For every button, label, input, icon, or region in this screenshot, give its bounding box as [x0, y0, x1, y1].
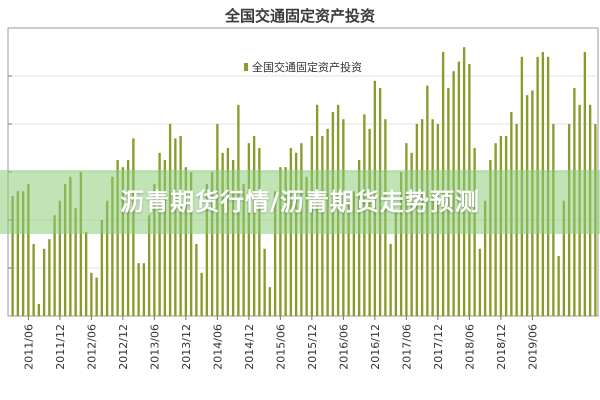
bar	[273, 191, 277, 316]
bar	[42, 248, 46, 316]
bar	[153, 184, 156, 316]
bar	[137, 263, 140, 316]
x-tick-label: 2017/12	[432, 324, 445, 370]
bar	[263, 248, 266, 316]
bar	[195, 244, 198, 316]
bar	[27, 184, 30, 316]
bar	[305, 176, 308, 316]
bar	[478, 248, 482, 316]
bar	[231, 160, 235, 316]
x-tick-label: 2014/06	[211, 324, 224, 370]
bar	[557, 256, 560, 316]
x-tick-label: 2015/06	[274, 324, 287, 370]
bar	[142, 263, 146, 316]
bar	[189, 172, 193, 316]
bar	[399, 172, 403, 316]
bar	[90, 272, 93, 316]
x-tick-label: 2014/12	[243, 324, 256, 370]
bar	[163, 160, 167, 316]
x-tick-label: 2016/06	[337, 324, 350, 370]
x-tick-label: 2013/06	[148, 324, 161, 370]
bar	[58, 200, 62, 316]
bar	[11, 196, 14, 316]
bar	[158, 152, 161, 316]
x-tick-label: 2018/06	[463, 324, 476, 370]
bar	[294, 152, 298, 316]
x-tick-label: 2015/12	[306, 324, 319, 370]
bar	[279, 167, 282, 316]
bar	[84, 232, 88, 316]
bar	[116, 160, 119, 316]
legend-swatch	[244, 63, 248, 71]
bar	[410, 152, 413, 316]
bar	[242, 184, 245, 316]
x-tick-label: 2012/06	[85, 324, 98, 370]
chart-title: 全国交通固定资产投资	[224, 7, 375, 25]
bar	[210, 172, 214, 316]
bar	[205, 184, 209, 316]
bar	[48, 239, 51, 316]
overlay-headline: 沥青期货行情/沥青期货走势预测	[120, 188, 480, 216]
x-tick-label: 2018/12	[495, 324, 508, 370]
bar	[95, 277, 98, 316]
bar	[394, 210, 398, 316]
bar	[100, 220, 104, 316]
bar	[147, 215, 151, 316]
bar	[126, 160, 130, 316]
bar	[562, 200, 566, 316]
x-axis-tick-labels: 2011/06 2011/12 2012/06 2012/12 2013/06 2013/…	[22, 316, 539, 370]
bar	[221, 152, 224, 316]
bar	[53, 215, 56, 316]
x-tick-label: 2011/06	[22, 324, 35, 370]
bar	[79, 172, 83, 316]
bar	[200, 272, 203, 316]
bar	[389, 244, 392, 316]
bar	[347, 200, 350, 316]
bar	[69, 176, 72, 316]
bar	[489, 160, 492, 316]
x-tick-label: 2011/12	[54, 324, 67, 370]
x-tick-label: 2013/12	[180, 324, 193, 370]
legend-label: 全国交通固定资产投资	[252, 60, 362, 74]
bar	[74, 208, 77, 316]
x-tick-label: 2019/06	[526, 324, 539, 370]
bar	[483, 200, 487, 316]
legend: 全国交通固定资产投资	[244, 60, 362, 74]
bar	[352, 191, 356, 316]
x-tick-label: 2017/06	[400, 324, 413, 370]
x-tick-label: 2012/12	[117, 324, 130, 370]
x-tick-label: 2016/12	[369, 324, 382, 370]
bar	[16, 191, 20, 316]
bar	[111, 176, 114, 316]
bar	[268, 287, 272, 316]
bar	[32, 244, 35, 316]
bar	[37, 304, 41, 316]
bar	[357, 160, 361, 316]
bar	[63, 184, 67, 316]
bar	[184, 167, 188, 316]
bar	[105, 200, 109, 316]
bar	[121, 167, 125, 316]
bar	[284, 167, 287, 316]
overlay-band	[0, 170, 600, 234]
bar	[21, 191, 25, 316]
